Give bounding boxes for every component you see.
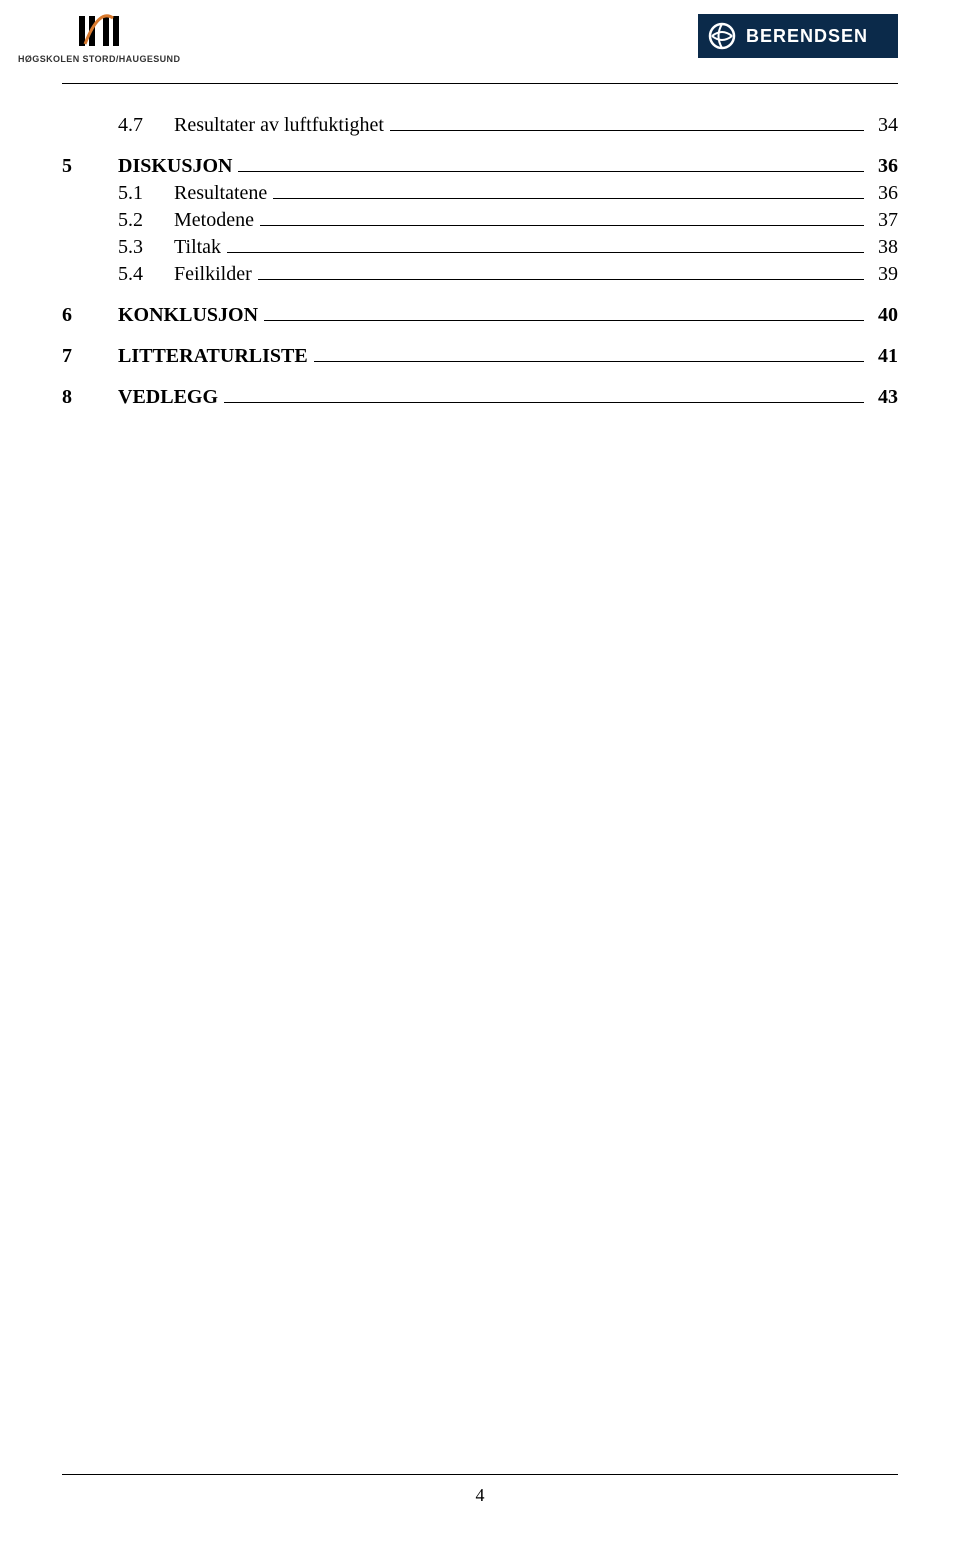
toc-num: 8 — [62, 386, 118, 409]
toc-label: VEDLEGG — [118, 386, 218, 409]
toc-page: 36 — [870, 182, 898, 205]
toc-gap — [62, 331, 898, 345]
toc-page: 36 — [870, 155, 898, 178]
toc-label: LITTERATURLISTE — [118, 345, 308, 368]
toc-leader — [224, 402, 864, 403]
toc-content: 4.7 Resultater av luftfuktighet 34 5 DIS… — [0, 84, 960, 409]
toc-leader — [258, 279, 864, 280]
toc-page: 34 — [870, 114, 898, 137]
toc-label: Feilkilder — [174, 263, 252, 286]
toc-num: 5 — [62, 155, 118, 178]
page-number: 4 — [62, 1485, 898, 1506]
toc-label-wrap: Resultater av luftfuktighet — [174, 114, 870, 137]
toc-num: 5.1 — [62, 182, 174, 205]
toc-num: 6 — [62, 304, 118, 327]
toc-label: KONKLUSJON — [118, 304, 258, 327]
toc-page: 39 — [870, 263, 898, 286]
toc-label: Tiltak — [174, 236, 221, 259]
document-page: HØGSKOLEN STORD/HAUGESUND BERENDSEN 4.7 … — [0, 0, 960, 1552]
hsh-logo-icon — [39, 14, 159, 52]
toc-leader — [238, 171, 864, 172]
hsh-logo-label: HØGSKOLEN STORD/HAUGESUND — [18, 54, 180, 64]
toc-page: 40 — [870, 304, 898, 327]
toc-num: 7 — [62, 345, 118, 368]
toc-leader — [314, 361, 864, 362]
toc-leader — [390, 130, 864, 131]
toc-num: 5.4 — [62, 263, 174, 286]
toc-label-wrap: KONKLUSJON — [118, 304, 870, 327]
toc-page: 38 — [870, 236, 898, 259]
hsh-logo: HØGSKOLEN STORD/HAUGESUND — [18, 14, 180, 64]
toc-leader — [273, 198, 864, 199]
header-rule — [62, 83, 898, 84]
toc-label-wrap: DISKUSJON — [118, 155, 870, 178]
toc-row: 5.1 Resultatene 36 — [62, 182, 898, 205]
toc-row: 6 KONKLUSJON 40 — [62, 304, 898, 327]
toc-label: DISKUSJON — [118, 155, 232, 178]
toc-label: Resultatene — [174, 182, 267, 205]
toc-num: 5.3 — [62, 236, 174, 259]
toc-leader — [227, 252, 864, 253]
footer-rule — [62, 1474, 898, 1475]
toc-label: Resultater av luftfuktighet — [174, 114, 384, 137]
toc-page: 43 — [870, 386, 898, 409]
header-inner: HØGSKOLEN STORD/HAUGESUND BERENDSEN — [18, 14, 898, 78]
toc-leader — [260, 225, 864, 226]
toc-label-wrap: Feilkilder — [174, 263, 870, 286]
toc-row: 7 LITTERATURLISTE 41 — [62, 345, 898, 368]
toc-label-wrap: Tiltak — [174, 236, 870, 259]
page-header: HØGSKOLEN STORD/HAUGESUND BERENDSEN — [0, 0, 960, 84]
toc-row: 5.3 Tiltak 38 — [62, 236, 898, 259]
toc-row: 5.4 Feilkilder 39 — [62, 263, 898, 286]
toc-label-wrap: Metodene — [174, 209, 870, 232]
berendsen-logo-label: BERENDSEN — [746, 26, 868, 47]
toc-row: 8 VEDLEGG 43 — [62, 386, 898, 409]
toc-row: 4.7 Resultater av luftfuktighet 34 — [62, 114, 898, 137]
toc-gap — [62, 290, 898, 304]
toc-label: Metodene — [174, 209, 254, 232]
toc-leader — [264, 320, 864, 321]
toc-row: 5 DISKUSJON 36 — [62, 155, 898, 178]
toc-row: 5.2 Metodene 37 — [62, 209, 898, 232]
toc-label-wrap: Resultatene — [174, 182, 870, 205]
toc-page: 37 — [870, 209, 898, 232]
toc-gap — [62, 141, 898, 155]
toc-label-wrap: LITTERATURLISTE — [118, 345, 870, 368]
toc-gap — [62, 372, 898, 386]
toc-label-wrap: VEDLEGG — [118, 386, 870, 409]
berendsen-globe-icon — [708, 22, 736, 50]
toc-page: 41 — [870, 345, 898, 368]
berendsen-logo: BERENDSEN — [698, 14, 898, 58]
page-footer: 4 — [62, 1474, 898, 1506]
toc-num: 4.7 — [62, 114, 174, 137]
toc-num: 5.2 — [62, 209, 174, 232]
